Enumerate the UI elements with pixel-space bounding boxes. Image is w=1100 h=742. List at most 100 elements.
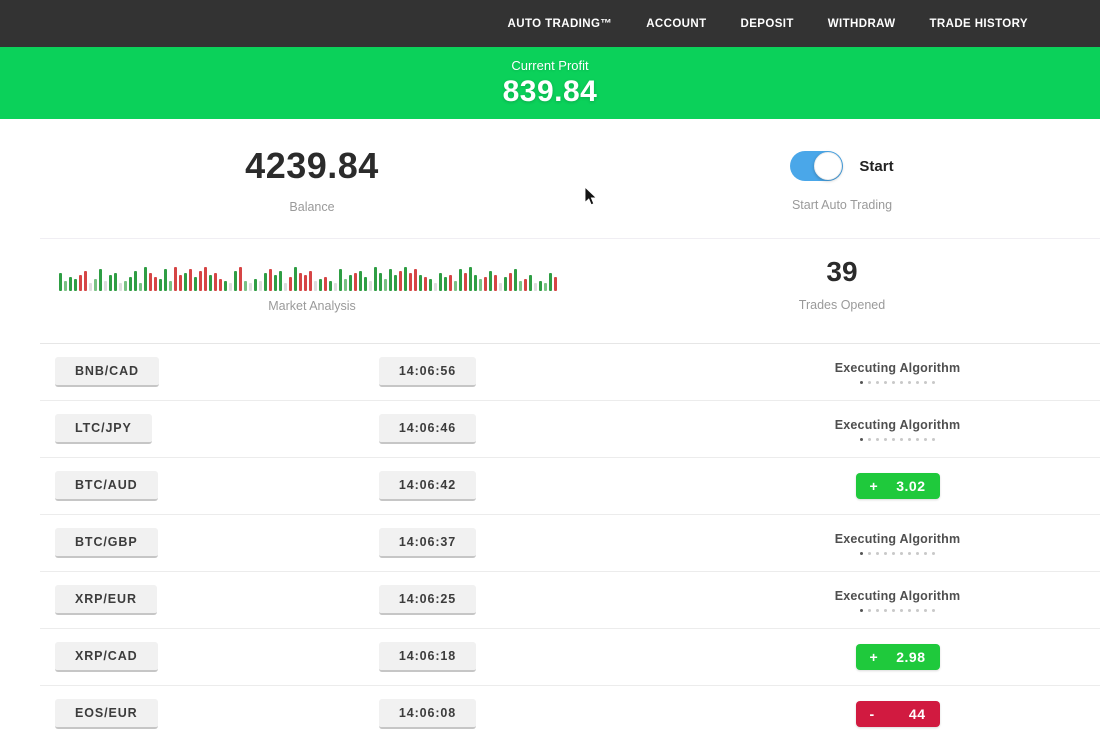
progress-dot xyxy=(891,608,895,612)
progress-dot xyxy=(923,437,927,441)
market-bar xyxy=(294,267,297,291)
market-bar xyxy=(174,267,177,291)
market-bar xyxy=(309,271,312,291)
market-bar xyxy=(279,271,282,291)
result-sign: + xyxy=(869,649,879,665)
nav-item-account[interactable]: ACCOUNT xyxy=(646,17,707,30)
market-bar xyxy=(169,281,172,291)
market-bar xyxy=(534,283,537,291)
market-bar xyxy=(524,279,527,291)
market-bar xyxy=(254,279,257,291)
market-bar xyxy=(314,281,317,291)
balance-label: Balance xyxy=(289,200,335,214)
market-bar xyxy=(474,275,477,291)
market-bar xyxy=(109,275,112,291)
pair-badge: BNB/CAD xyxy=(55,357,159,387)
market-bar xyxy=(354,273,357,291)
auto-trading-label: Start Auto Trading xyxy=(791,198,893,212)
progress-dot xyxy=(891,551,895,555)
market-bar xyxy=(429,279,432,291)
progress-dot xyxy=(883,608,887,612)
trade-row: LTC/JPY 14:06:46 Executing Algorithm xyxy=(40,400,1100,457)
progress-dot xyxy=(875,551,879,555)
progress-dot xyxy=(867,608,871,612)
market-bar xyxy=(229,283,232,291)
executing-label: Executing Algorithm xyxy=(834,588,961,603)
pair-badge: EOS/EUR xyxy=(55,699,158,729)
pair-badge: BTC/AUD xyxy=(55,471,158,501)
market-bar xyxy=(449,275,452,291)
market-bar xyxy=(349,275,352,291)
market-bar xyxy=(434,283,437,291)
time-badge: 14:06:56 xyxy=(378,357,477,387)
market-bar xyxy=(124,281,127,291)
progress-dot xyxy=(931,551,935,555)
executing-label: Executing Algorithm xyxy=(834,360,961,375)
progress-dot xyxy=(883,437,887,441)
progress-dot xyxy=(891,437,895,441)
result-badge-profit: +3.02 xyxy=(855,473,940,499)
market-bar xyxy=(454,281,457,291)
progress-dot xyxy=(923,551,927,555)
auto-trading-toggle[interactable] xyxy=(790,151,844,181)
progress-dot xyxy=(859,437,863,441)
market-bar xyxy=(464,273,467,291)
market-bar xyxy=(204,267,207,291)
nav-item-trade-history[interactable]: TRADE HISTORY xyxy=(929,17,1028,30)
pair-badge: BTC/GBP xyxy=(55,528,158,558)
market-bar xyxy=(359,271,362,291)
market-bar xyxy=(374,267,377,291)
progress-dot xyxy=(899,608,903,612)
market-bar xyxy=(329,281,332,291)
market-bar xyxy=(324,277,327,291)
progress-dots xyxy=(835,551,961,555)
market-bar xyxy=(144,267,147,291)
profit-banner: Current Profit 839.84 xyxy=(0,47,1100,119)
progress-dot xyxy=(883,380,887,384)
market-bar xyxy=(74,279,77,291)
market-bar xyxy=(239,267,242,291)
progress-dot xyxy=(859,608,863,612)
market-bar xyxy=(139,283,142,291)
market-bar xyxy=(369,281,372,291)
nav-item-withdraw[interactable]: WITHDRAW xyxy=(827,17,896,30)
progress-dot xyxy=(875,380,879,384)
market-bar xyxy=(389,269,392,291)
progress-dot xyxy=(931,380,935,384)
market-bar xyxy=(154,277,157,291)
progress-dot xyxy=(923,380,927,384)
market-bar xyxy=(189,269,192,291)
progress-dot xyxy=(867,380,871,384)
market-bar xyxy=(94,279,97,291)
market-bar xyxy=(319,279,322,291)
time-badge: 14:06:46 xyxy=(378,414,477,444)
market-bar xyxy=(284,283,287,291)
market-bar xyxy=(214,273,217,291)
market-bar xyxy=(399,271,402,291)
pair-badge: XRP/EUR xyxy=(55,585,157,615)
progress-dot xyxy=(859,380,863,384)
progress-dots xyxy=(835,437,961,441)
market-bar xyxy=(484,277,487,291)
market-bar xyxy=(129,277,132,291)
nav-item-deposit[interactable]: DEPOSIT xyxy=(740,17,794,30)
market-bar xyxy=(529,275,532,291)
market-bar xyxy=(104,281,107,291)
market-bar xyxy=(514,269,517,291)
balance-card: 4239.84 Balance xyxy=(40,119,584,238)
progress-dot xyxy=(875,608,879,612)
time-badge: 14:06:08 xyxy=(378,699,477,729)
market-bar xyxy=(299,273,302,291)
market-bar xyxy=(334,283,337,291)
progress-dot xyxy=(915,380,919,384)
progress-dot xyxy=(931,437,935,441)
trades-opened-label: Trades Opened xyxy=(798,298,886,312)
market-bar xyxy=(549,273,552,291)
progress-dot xyxy=(891,380,895,384)
section-divider xyxy=(40,238,1100,239)
time-badge: 14:06:42 xyxy=(378,471,477,501)
market-bar xyxy=(509,273,512,291)
executing-status: Executing Algorithm xyxy=(835,589,961,612)
nav-item-auto-trading[interactable]: AUTO TRADING™ xyxy=(507,17,613,30)
progress-dot xyxy=(915,551,919,555)
